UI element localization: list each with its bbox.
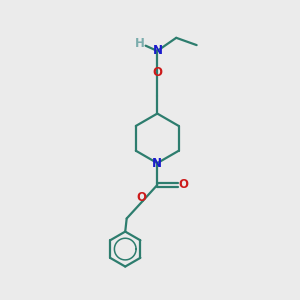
Text: O: O (136, 191, 146, 204)
Text: N: N (152, 157, 162, 169)
Text: O: O (152, 66, 162, 79)
Text: N: N (153, 44, 163, 57)
Text: O: O (178, 178, 188, 191)
Text: H: H (135, 37, 145, 50)
